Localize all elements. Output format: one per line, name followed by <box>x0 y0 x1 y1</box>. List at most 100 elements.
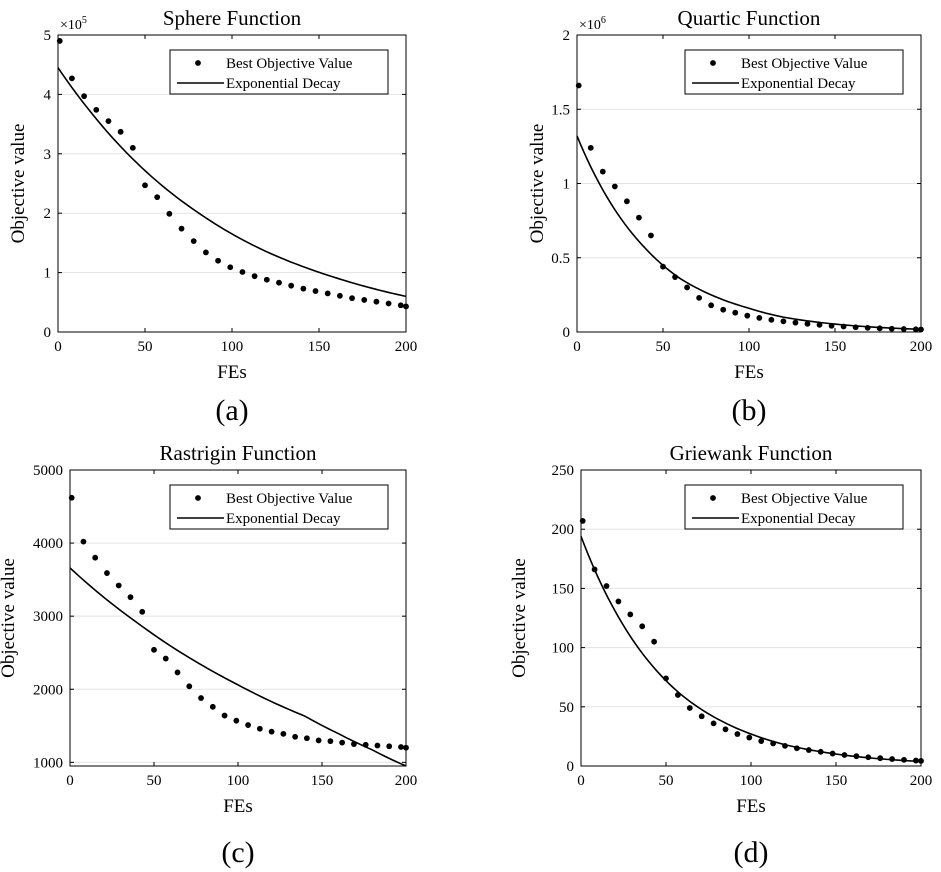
data-point-best-objective <box>782 742 788 749</box>
data-point-best-objective <box>623 198 630 205</box>
data-point-best-objective <box>829 750 836 757</box>
x-tick-label: 50 <box>147 773 162 789</box>
x-tick-label: 200 <box>395 773 418 789</box>
data-point-best-objective <box>324 290 331 297</box>
data-point-best-objective <box>744 312 751 319</box>
panel-rastrigin-function: 0 50 100 150 200 1000 2000 3000 4000 5000 Rastrigi… <box>0 441 417 869</box>
panel-label: (d) <box>734 836 769 869</box>
x-tick-label: 100 <box>740 773 763 789</box>
data-point-best-objective <box>636 214 642 221</box>
panel-sphere-function: 0 50 100 150 200 0 1 2 3 4 5 ×105 Sphere Function FEs… <box>8 6 417 427</box>
y-tick-label: 200 <box>552 522 575 538</box>
legend-label-best-objective: Best Objective Value <box>226 491 353 507</box>
legend: Best Objective Value Exponential Decay <box>169 484 389 530</box>
data-point-best-objective <box>292 733 299 740</box>
data-point-best-objective <box>651 638 657 645</box>
data-point-best-objective <box>303 735 310 742</box>
y-tick-label: 0 <box>567 759 575 775</box>
y-tick-label: 1000 <box>33 755 63 771</box>
y-tick-label: 4 <box>44 87 52 103</box>
data-point-best-objective <box>166 210 173 217</box>
y-axis-label: Objective value <box>0 558 19 678</box>
data-point-best-objective <box>115 582 122 589</box>
data-point-best-objective <box>227 264 234 271</box>
x-tick-label: 0 <box>54 339 62 355</box>
data-point-best-objective <box>104 570 110 576</box>
data-point-best-objective <box>233 717 240 724</box>
data-point-best-objective <box>162 655 169 662</box>
data-point-best-objective <box>615 598 622 605</box>
data-point-best-objective <box>362 741 369 748</box>
y-tick-label: 1 <box>44 266 52 282</box>
x-tick-label: 50 <box>656 339 671 355</box>
x-tick-label: 150 <box>308 339 331 355</box>
data-point-best-objective <box>80 538 87 545</box>
data-point-best-objective <box>804 320 811 327</box>
x-axis-label: FEs <box>736 796 766 817</box>
data-point-best-objective <box>239 269 246 275</box>
data-point-best-objective <box>853 753 860 760</box>
data-point-best-objective <box>901 756 907 763</box>
data-point-best-objective <box>611 183 618 190</box>
data-point-best-objective <box>780 318 787 325</box>
legend: Best Objective Value Exponential Decay <box>684 49 904 95</box>
panel-label: (b) <box>732 394 767 427</box>
data-point-best-objective <box>865 754 872 761</box>
data-point-best-objective <box>336 292 343 299</box>
data-point-best-objective <box>351 741 357 747</box>
panel-label: (c) <box>221 836 254 869</box>
chart-title: Sphere Function <box>163 6 302 30</box>
data-point-best-objective <box>280 730 287 737</box>
y-tick-label: 1.5 <box>551 102 570 118</box>
data-point-best-objective <box>215 257 221 264</box>
data-point-best-objective <box>888 325 895 332</box>
data-point-best-objective <box>398 744 404 750</box>
data-point-best-objective <box>900 326 907 332</box>
data-point-best-objective <box>374 742 381 749</box>
data-point-best-objective <box>263 276 270 283</box>
x-axis-label: FEs <box>223 796 253 817</box>
data-point-best-objective <box>675 692 681 698</box>
data-point-best-objective <box>56 38 63 44</box>
data-point-best-objective <box>154 194 161 201</box>
x-tick-label: 150 <box>825 773 848 789</box>
data-point-best-objective <box>794 745 800 752</box>
data-point-best-objective <box>339 739 346 746</box>
data-point-best-objective <box>300 285 307 292</box>
data-point-best-objective <box>758 738 765 745</box>
data-point-best-objective <box>732 309 739 316</box>
data-point-best-objective <box>864 324 871 331</box>
x-tick-label: 100 <box>738 339 761 355</box>
axis-exponent-label: ×106 <box>579 15 606 33</box>
data-point-best-objective <box>889 756 895 762</box>
legend: Best Objective Value Exponential Decay <box>169 49 389 95</box>
data-point-best-objective <box>81 93 87 100</box>
y-axis-label: Objective value <box>8 124 29 244</box>
data-point-best-objective <box>877 755 884 762</box>
data-point-best-objective <box>174 669 181 676</box>
data-point-best-objective <box>591 566 598 573</box>
data-point-best-objective <box>684 284 690 291</box>
data-point-best-objective <box>841 752 848 758</box>
data-point-best-objective <box>251 273 258 280</box>
y-tick-label: 2 <box>44 206 52 222</box>
y-tick-label: 0 <box>563 325 571 341</box>
data-point-best-objective <box>876 325 883 332</box>
legend-label-exponential-decay: Exponential Decay <box>226 511 341 527</box>
x-tick-label: 200 <box>910 339 933 355</box>
x-tick-label: 150 <box>311 773 334 789</box>
data-point-best-objective <box>117 128 124 135</box>
panel-griewank-function: 0 50 100 150 200 0 50 100 150 200 250 Griewank Func… <box>509 441 932 869</box>
y-tick-label: 100 <box>552 641 575 657</box>
data-point-best-objective <box>397 302 404 309</box>
legend: Best Objective Value Exponential Decay <box>684 484 904 530</box>
data-point-best-objective <box>93 106 100 113</box>
data-point-best-objective <box>587 144 594 151</box>
legend-marker-icon <box>710 60 716 66</box>
x-tick-label: 200 <box>910 773 933 789</box>
data-point-best-objective <box>209 703 216 710</box>
y-tick-label: 0.5 <box>551 251 570 267</box>
data-point-best-objective <box>696 294 703 301</box>
y-axis-label: Objective value <box>509 558 530 678</box>
